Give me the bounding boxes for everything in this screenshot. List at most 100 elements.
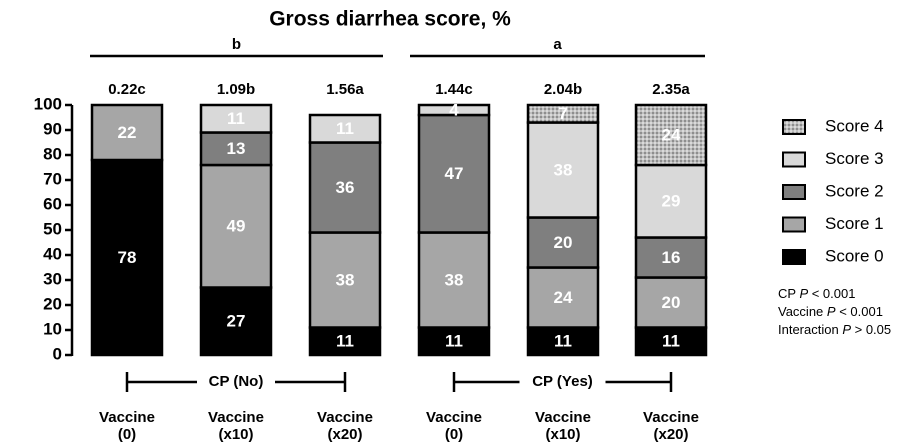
bar-segment xyxy=(417,326,491,357)
x-tick-label: Vaccine (x10) xyxy=(208,409,264,443)
segment-label: 13 xyxy=(227,139,246,158)
y-tick-label: 40 xyxy=(43,244,62,263)
legend-label: Score 0 xyxy=(825,246,884,265)
bar-label: 2.04b xyxy=(544,81,582,98)
segment-label: 7 xyxy=(558,104,567,123)
note-text: > 0.05 xyxy=(851,322,891,337)
bar-segment xyxy=(634,276,708,329)
note-text: Vaccine xyxy=(778,304,827,319)
segment-label: 38 xyxy=(445,270,464,289)
x-tick-label-line: Vaccine xyxy=(535,409,591,426)
legend-swatch xyxy=(782,249,806,265)
bar-segment xyxy=(417,113,491,234)
y-tick-label: 50 xyxy=(43,219,62,238)
group-label: b xyxy=(232,36,241,53)
legend-swatch xyxy=(782,184,806,200)
segment-label: 11 xyxy=(336,119,354,138)
bar-label: 1.09b xyxy=(217,81,255,98)
segment-label: 11 xyxy=(554,332,572,351)
segment-label: 24 xyxy=(554,288,573,307)
x-tick-label: Vaccine (x10) xyxy=(535,409,591,443)
x-tick-label: Vaccine (x20) xyxy=(643,409,699,443)
bar-segment xyxy=(634,326,708,357)
bar-segment xyxy=(526,326,600,357)
bracket-label: CP (Yes) xyxy=(532,373,593,390)
segment-label: 20 xyxy=(662,293,681,312)
legend-swatch xyxy=(782,216,806,233)
y-tick-label: 90 xyxy=(43,119,62,138)
x-tick-label-line: Vaccine xyxy=(99,409,155,426)
bracket-gap xyxy=(519,372,606,392)
bar-segment xyxy=(308,326,382,357)
x-tick-label-line: (0) xyxy=(445,426,463,443)
x-tick-label-line: (x20) xyxy=(327,426,362,443)
y-tick-label: 70 xyxy=(43,169,62,188)
bar-segment xyxy=(417,231,491,329)
segment-label: 24 xyxy=(662,125,681,144)
segment-label: 4 xyxy=(449,100,459,119)
bar-segment xyxy=(634,103,708,167)
bar-segment xyxy=(90,158,164,357)
x-tick-label-line: (0) xyxy=(118,426,136,443)
x-tick-label-line: (x10) xyxy=(545,426,580,443)
x-tick-label-line: (x10) xyxy=(218,426,253,443)
bar-label: 0.22c xyxy=(108,81,146,98)
segment-label: 11 xyxy=(227,109,245,128)
x-tick-label-line: Vaccine xyxy=(643,409,699,426)
bar-segment xyxy=(308,231,382,329)
bar-segment xyxy=(417,103,491,117)
segment-label: 20 xyxy=(554,233,573,252)
note: Vaccine P < 0.001 xyxy=(778,304,883,319)
segment-label: 29 xyxy=(662,192,681,211)
legend-label: Score 1 xyxy=(825,214,884,233)
legend-swatch xyxy=(782,151,806,168)
note-text: Interaction xyxy=(778,322,842,337)
x-tick-label: Vaccine (0) xyxy=(99,409,155,443)
x-tick-label-line: (x20) xyxy=(653,426,688,443)
bar-segment xyxy=(90,103,164,162)
x-tick-label: Vaccine (x20) xyxy=(317,409,373,443)
segment-label: 22 xyxy=(118,123,137,142)
segment-label: 38 xyxy=(554,160,573,179)
segment-label: 27 xyxy=(227,312,246,331)
segment-label: 78 xyxy=(118,248,137,267)
y-tick-label: 0 xyxy=(53,344,62,363)
group-label: a xyxy=(553,36,562,53)
bar-segment xyxy=(308,113,382,144)
x-tick-label: Vaccine (0) xyxy=(426,409,482,443)
bar-label: 1.44c xyxy=(435,81,473,98)
bar-segment xyxy=(199,131,273,167)
y-tick-label: 10 xyxy=(43,319,62,338)
segment-label: 11 xyxy=(336,332,354,351)
bar-label: 2.35a xyxy=(652,81,690,98)
bar-segment xyxy=(526,266,600,329)
y-tick-label: 20 xyxy=(43,294,62,313)
note-text: CP xyxy=(778,286,799,301)
segment-label: 16 xyxy=(662,248,681,267)
note-text: < 0.001 xyxy=(808,286,855,301)
legend-swatch xyxy=(782,119,806,135)
note-italic: P xyxy=(842,322,851,337)
note-text: < 0.001 xyxy=(836,304,883,319)
note-italic: P xyxy=(799,286,808,301)
segment-label: 36 xyxy=(336,178,355,197)
bar-segment xyxy=(526,216,600,269)
segment-label: 11 xyxy=(662,332,680,351)
bar-label: 1.56a xyxy=(326,81,364,98)
legend-label: Score 4 xyxy=(825,116,884,135)
segment-label: 49 xyxy=(227,217,246,236)
x-tick-label-line: Vaccine xyxy=(208,409,264,426)
note-italic: P xyxy=(827,304,836,319)
y-tick-label: 80 xyxy=(43,144,62,163)
bracket-gap xyxy=(197,372,275,392)
chart-title: Gross diarrhea score, % xyxy=(269,8,511,31)
x-tick-label-line: Vaccine xyxy=(317,409,373,426)
bracket-label: CP (No) xyxy=(209,373,264,390)
bar-segment xyxy=(526,103,600,124)
y-tick-label: 60 xyxy=(43,194,62,213)
note: CP P < 0.001 xyxy=(778,286,855,301)
legend-label: Score 2 xyxy=(825,181,884,200)
legend-label: Score 3 xyxy=(825,149,884,168)
segment-label: 38 xyxy=(336,270,355,289)
bar-segment xyxy=(634,163,708,239)
